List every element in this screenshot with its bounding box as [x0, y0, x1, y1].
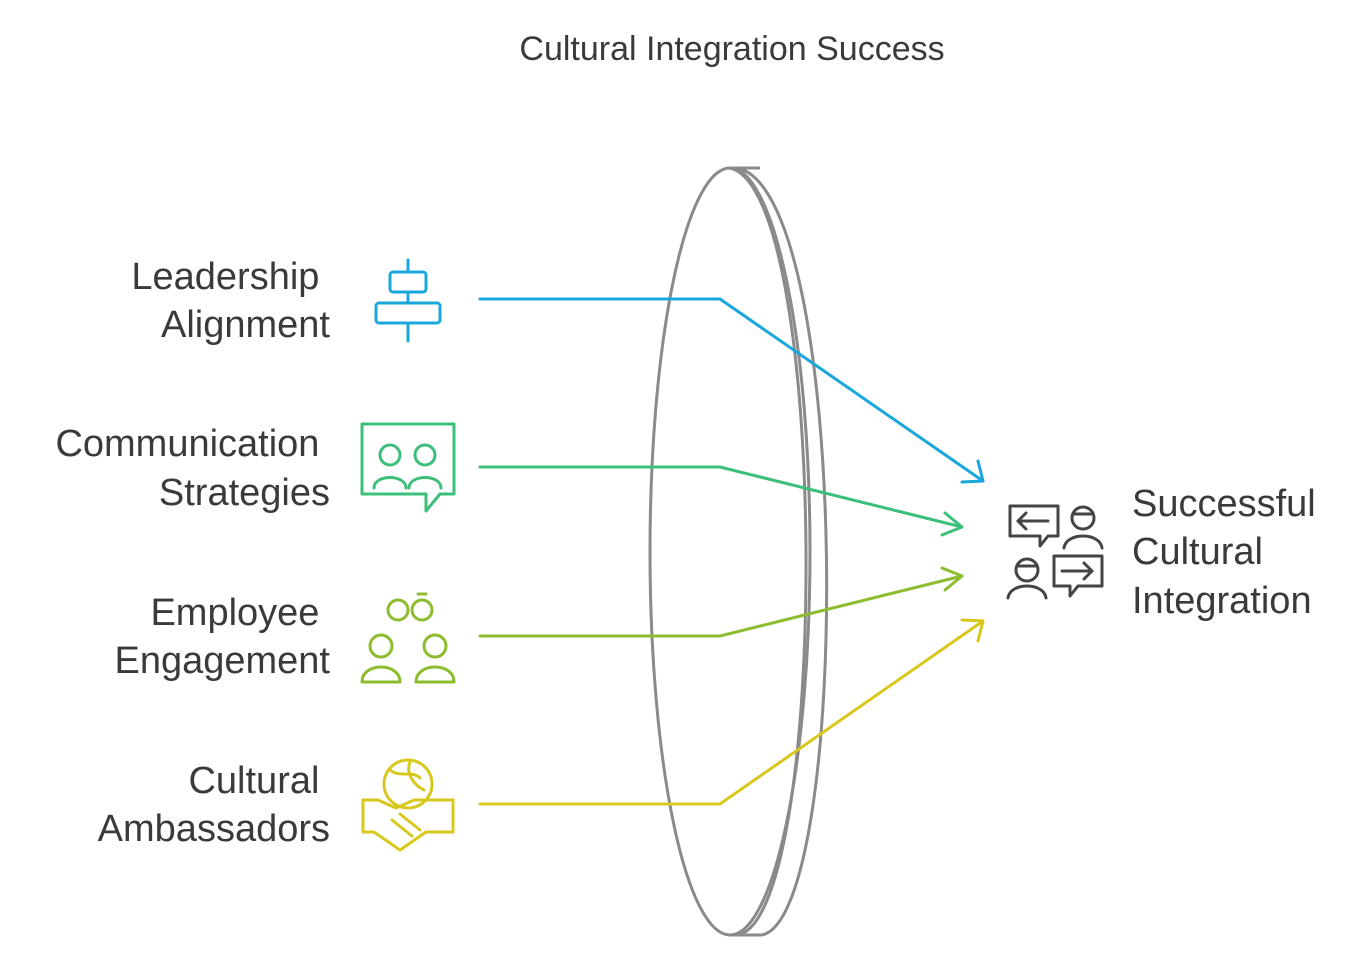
input-label: Cultural Ambassadors — [98, 760, 330, 850]
input-label: Communication Strategies — [55, 423, 330, 514]
outcome: Successful Cultural Integration — [1006, 483, 1326, 622]
diagram-title: Cultural Integration Success — [519, 30, 944, 68]
input-leadership: Leadership Alignment — [131, 256, 985, 484]
input-label: Leadership Alignment — [131, 256, 330, 346]
align-center-icon — [374, 258, 442, 343]
arrow-ambassadors — [478, 618, 985, 806]
input-communication: Communication Strategies — [55, 422, 964, 537]
input-label: Employee Engagement — [115, 592, 331, 682]
arrow-leadership — [478, 297, 985, 484]
globe-handshake-icon — [361, 758, 455, 852]
input-engagement: Employee Engagement — [115, 566, 964, 684]
exchange-conversation-icon — [1006, 504, 1104, 600]
lens-icon — [648, 166, 829, 937]
arrow-engagement — [478, 566, 964, 638]
input-ambassadors: Cultural Ambassadors — [98, 618, 985, 852]
people-link-icon — [360, 592, 456, 684]
arrow-communication — [478, 465, 964, 537]
chat-people-icon — [360, 422, 456, 513]
outcome-label: Successful Cultural Integration — [1132, 483, 1326, 622]
